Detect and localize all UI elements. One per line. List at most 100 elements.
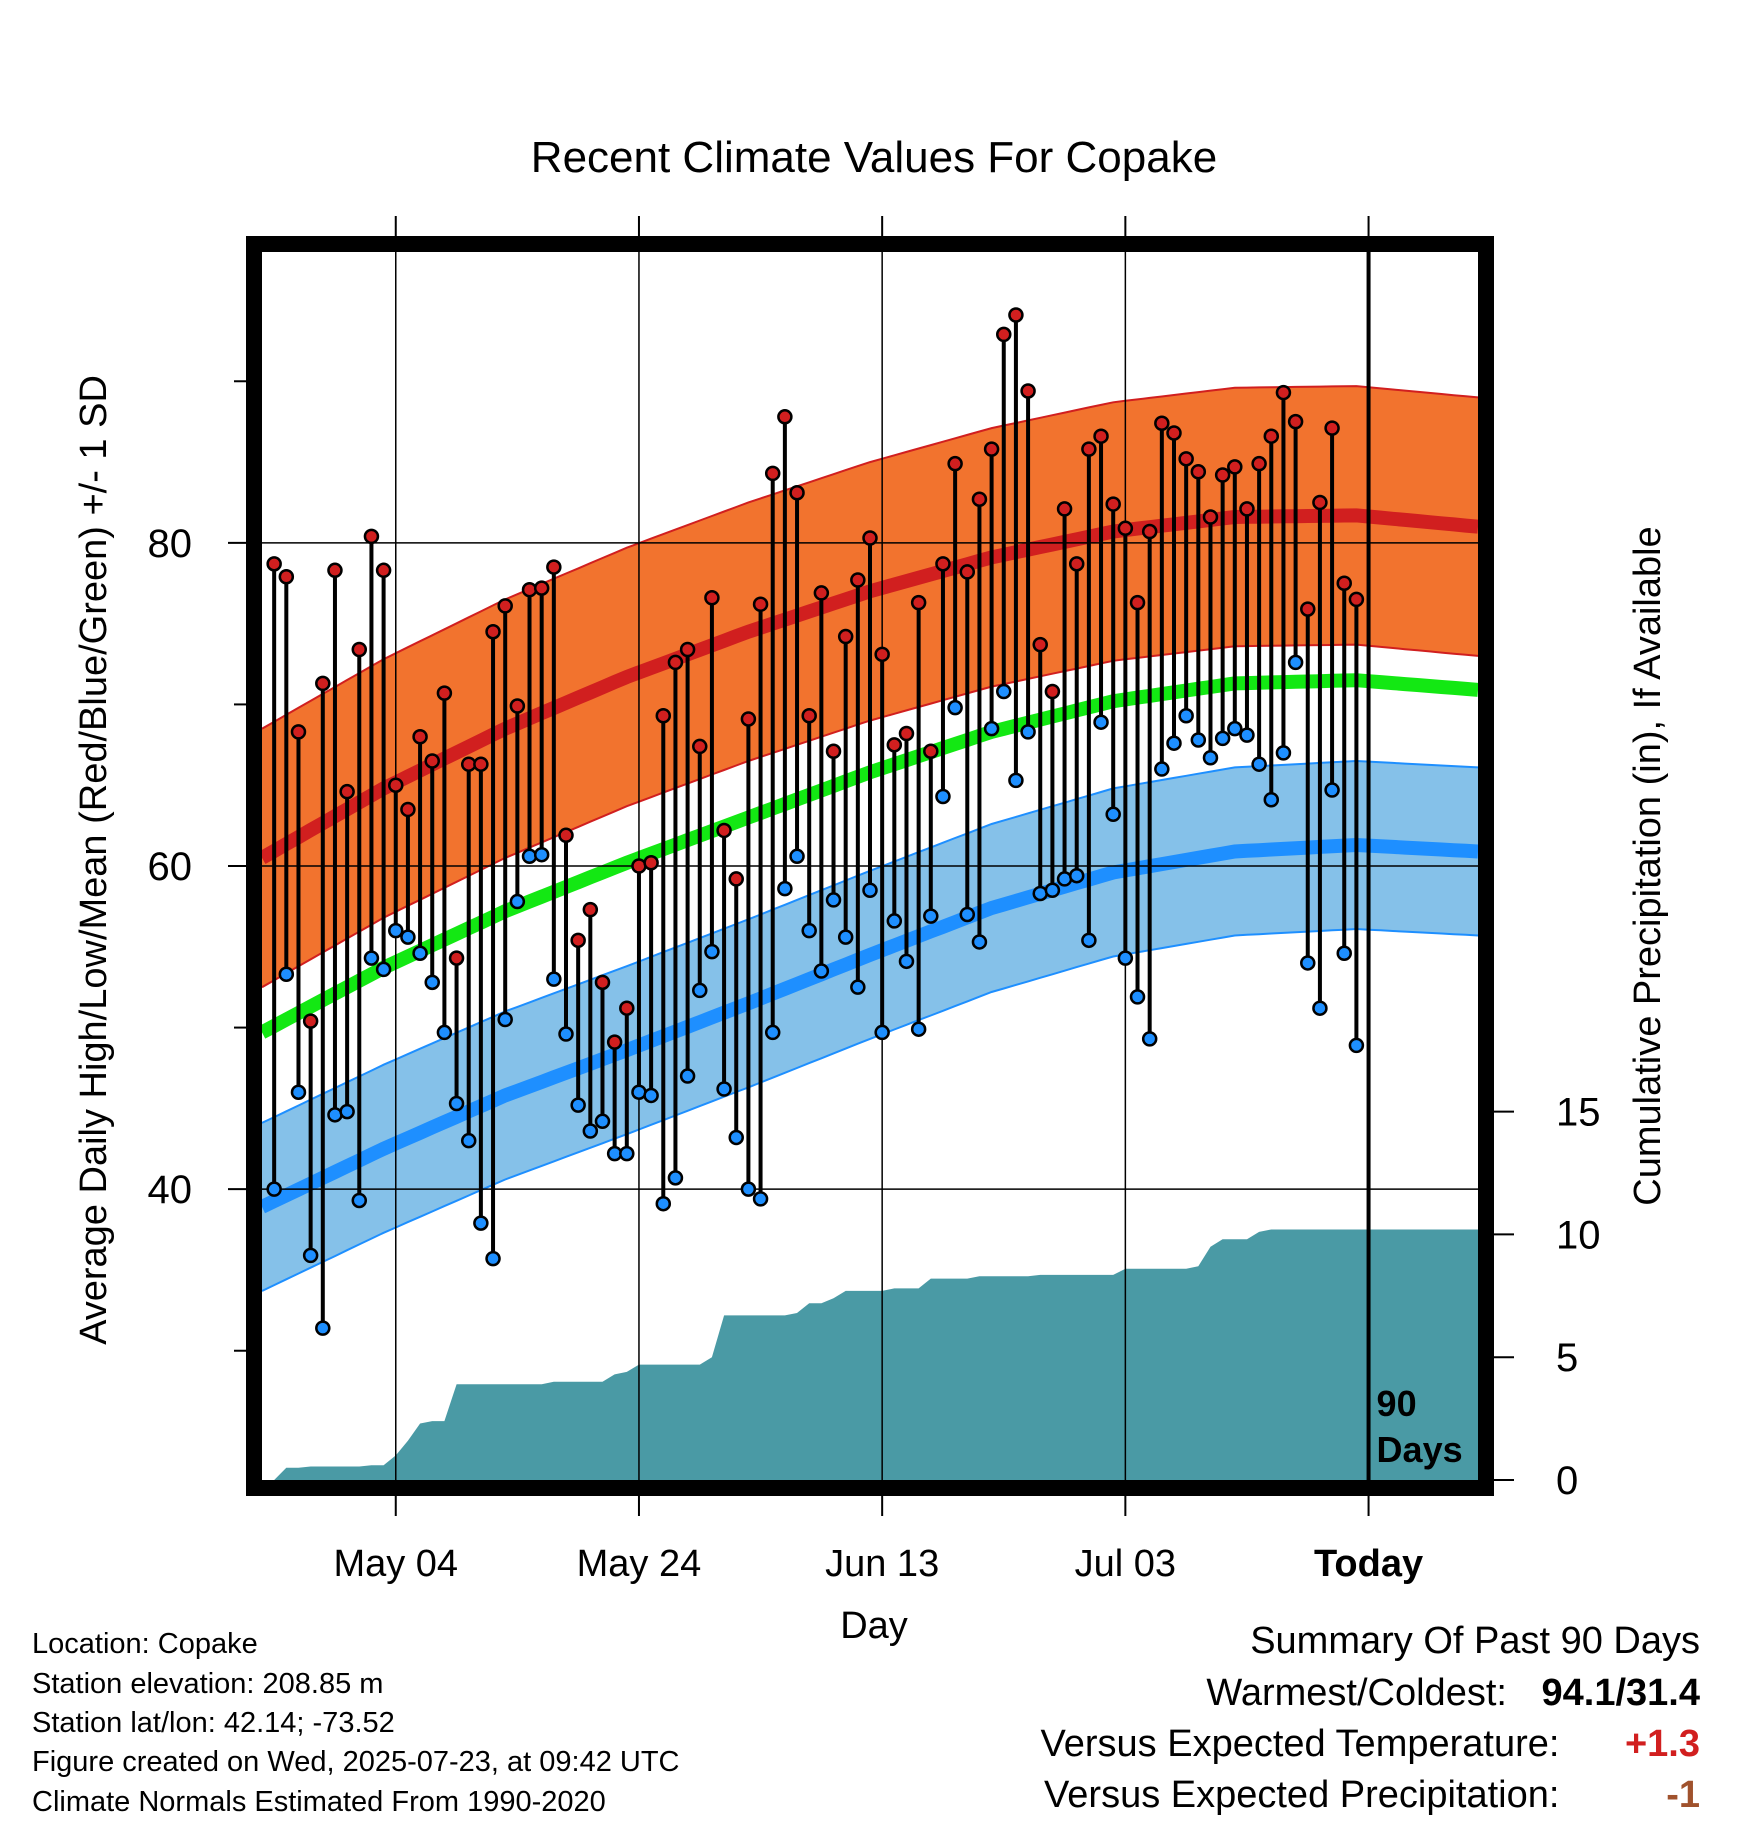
daily-low-point [436, 1024, 453, 1041]
daily-high-point [533, 580, 550, 596]
daily-low-point [679, 1068, 696, 1084]
daily-high-point [266, 556, 282, 572]
summary-heading-text: Summary Of Past 90 Days [1250, 1620, 1700, 1662]
daily-high-point [315, 675, 331, 692]
daily-high-point [1251, 455, 1267, 472]
daily-low-point [692, 982, 708, 999]
daily-high-point [1202, 509, 1219, 525]
daily-high-point [1081, 441, 1097, 457]
daily-low-point [375, 961, 392, 978]
daily-low-point [789, 848, 805, 865]
daily-high-point [655, 707, 672, 724]
daily-high-point [1275, 384, 1292, 401]
daily-low-point [619, 1145, 635, 1162]
daily-high-point [910, 594, 927, 611]
daily-low-point [558, 1026, 574, 1042]
daily-high-point [813, 585, 830, 601]
days-window-label: 90 Days [1377, 1383, 1463, 1470]
y-left-tick-label: 80 [148, 522, 193, 566]
daily-low-point [1093, 714, 1109, 730]
daily-low-point [777, 880, 793, 897]
daily-low-point [570, 1097, 586, 1113]
daily-low-point [412, 945, 428, 962]
daily-high-point [473, 756, 489, 772]
daily-low-point [643, 1087, 659, 1104]
daily-low-point [1068, 867, 1085, 884]
daily-high-point [704, 590, 720, 606]
low-band-lower-edge [262, 927, 1478, 1292]
days-window-label-line: 90 [1377, 1383, 1417, 1424]
daily-low-point [1312, 1000, 1328, 1016]
daily-high-point [740, 711, 757, 727]
daily-low-point [1324, 782, 1340, 798]
daily-high-point [1008, 307, 1024, 323]
daily-low-point [704, 943, 720, 960]
daily-low-point [801, 922, 817, 939]
daily-low-point [983, 720, 1000, 737]
daily-high-point [971, 491, 988, 507]
daily-high-point [1154, 415, 1170, 432]
daily-low-point [521, 848, 538, 865]
daily-high-point [570, 932, 586, 949]
daily-low-point [594, 1113, 611, 1130]
daily-low-point [825, 892, 842, 908]
daily-low-point [959, 906, 976, 923]
days-window-label-line: Days [1377, 1429, 1463, 1470]
daily-low-point [1008, 772, 1024, 789]
daily-high-point [1141, 523, 1158, 540]
x-tick-label: May 24 [577, 1543, 702, 1585]
daily-low-point [1105, 806, 1121, 823]
daily-low-point [351, 1192, 368, 1209]
daily-low-point [764, 1024, 781, 1041]
daily-low-point [886, 913, 903, 929]
daily-high-point [558, 827, 574, 844]
daily-low-point [1287, 654, 1304, 671]
y-left-tick-label: 40 [148, 1168, 193, 1212]
daily-high-point [789, 485, 805, 501]
daily-high-point [1300, 601, 1316, 617]
daily-low-point [1020, 724, 1036, 740]
daily-low-point [1044, 882, 1061, 898]
daily-high-point [983, 441, 1000, 457]
daily-high-point [874, 646, 890, 663]
elevation-text: Station elevation: 208.85 m [32, 1668, 384, 1700]
location-text: Location: Copake [32, 1628, 258, 1660]
daily-low-point [1227, 720, 1243, 737]
daily-low-point [996, 683, 1012, 700]
daily-high-point [1093, 428, 1109, 444]
x-tick-label: Today [1314, 1543, 1423, 1585]
x-axis-label: Day [840, 1605, 908, 1647]
daily-high-point [862, 530, 878, 546]
x-tick-label: Jul 03 [1075, 1543, 1176, 1585]
daily-high-point [825, 743, 842, 760]
daily-low-point [1141, 1031, 1158, 1047]
y-right-tick-label: 15 [1556, 1091, 1601, 1135]
daily-high-point [1348, 591, 1365, 608]
latlon-text: Station lat/lon: 42.14; -73.52 [32, 1707, 395, 1739]
daily-high-point [1287, 413, 1304, 430]
daily-low-point [1275, 745, 1292, 761]
daily-high-point [582, 901, 599, 918]
daily-high-point [679, 641, 696, 658]
daily-high-point [1166, 425, 1182, 441]
daily-low-point [898, 953, 915, 970]
daily-high-point [594, 974, 611, 991]
daily-low-point [315, 1320, 331, 1336]
daily-high-point [1336, 575, 1352, 591]
daily-high-point [752, 596, 769, 612]
daily-high-point [424, 753, 440, 769]
daily-low-point [923, 908, 939, 924]
daily-low-point [862, 882, 878, 898]
plot-area: May 04 May 24 Jun 13 Jul 03 Today 40 60 80 0 5 10 1… [148, 216, 1601, 1585]
daily-high-point [728, 871, 744, 887]
y-right-tick-label: 5 [1556, 1336, 1578, 1380]
daily-high-point [388, 777, 404, 793]
daily-high-point [1056, 501, 1073, 517]
x-tick-label: Jun 13 [825, 1543, 939, 1585]
daily-low-point [947, 699, 963, 716]
daily-high-point [619, 1000, 635, 1016]
daily-high-point [1044, 683, 1061, 700]
daily-high-point [1068, 556, 1085, 572]
daily-high-point [996, 326, 1012, 343]
summary-heading: Summary Of Past 90 Days [1250, 1620, 1700, 1663]
